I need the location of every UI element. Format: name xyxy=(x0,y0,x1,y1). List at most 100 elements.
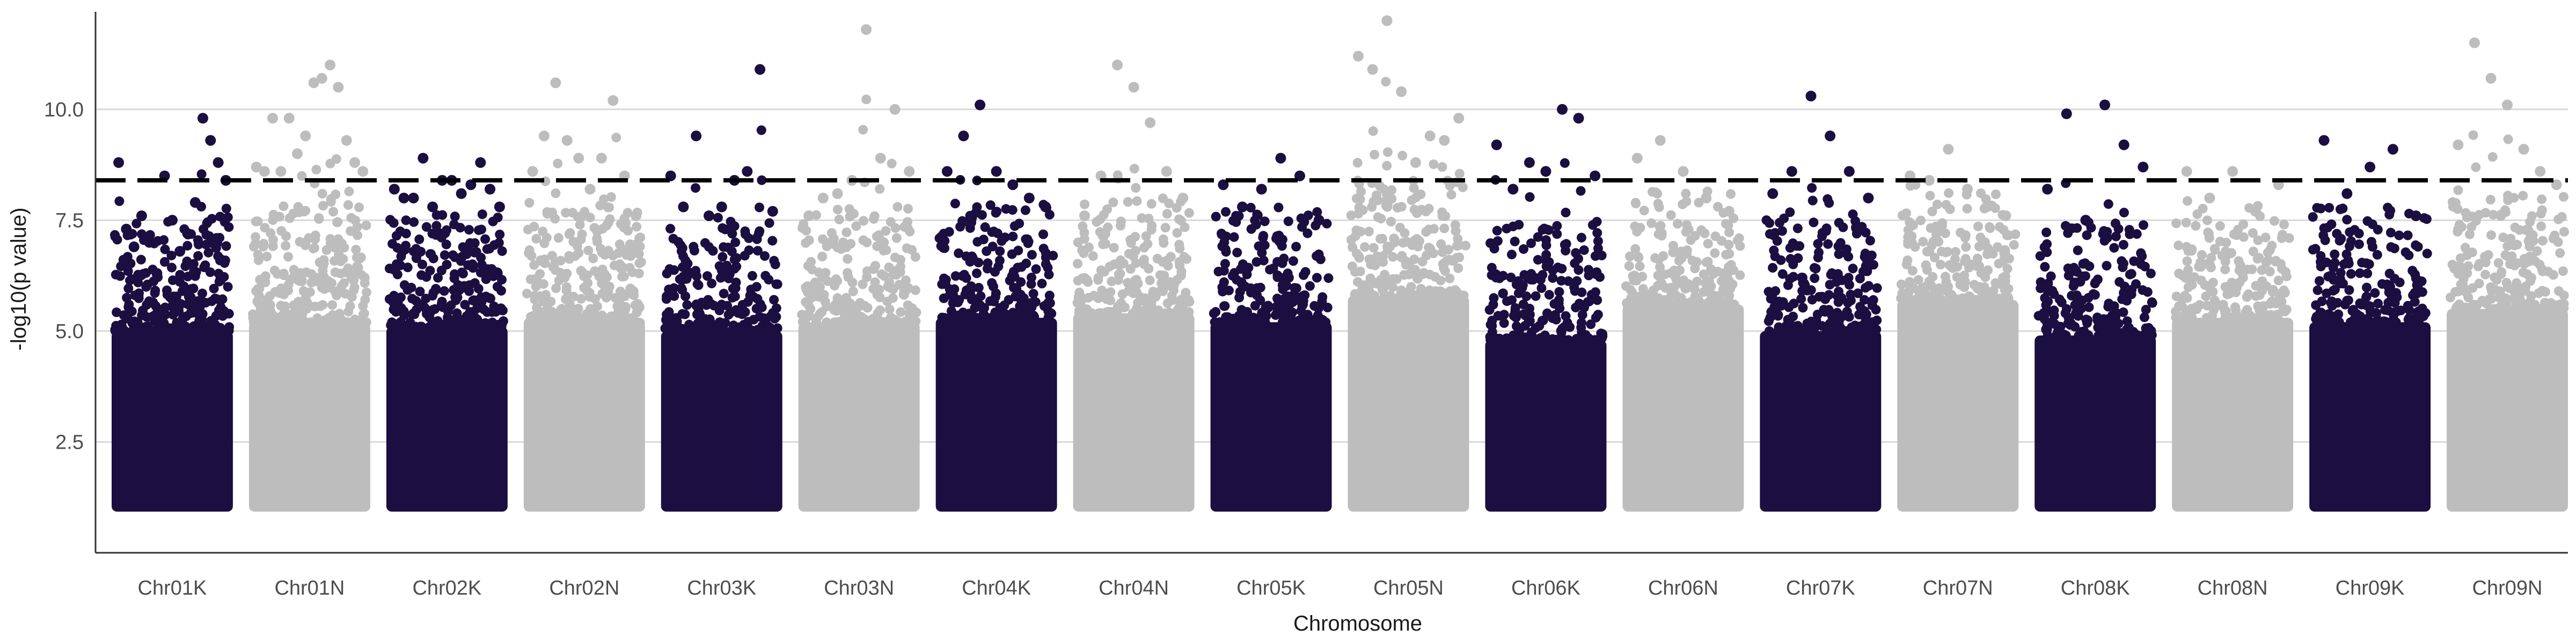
point-cluster-Chr04N xyxy=(1073,313,1195,512)
snp-point xyxy=(981,312,991,323)
snp-point xyxy=(2342,215,2352,225)
snp-point xyxy=(476,292,486,302)
snp-point xyxy=(771,279,781,289)
snp-point xyxy=(136,326,146,336)
snp-point xyxy=(2138,285,2148,295)
snp-point xyxy=(2257,265,2267,275)
snp-point xyxy=(1041,248,1051,258)
snp-point xyxy=(873,317,883,327)
snp-point xyxy=(2273,275,2284,286)
snp-point xyxy=(196,169,207,179)
snp-point xyxy=(356,270,367,280)
snp-point xyxy=(389,290,399,301)
snp-point xyxy=(2518,191,2528,201)
snp-point xyxy=(1961,242,1971,252)
snp-point xyxy=(1116,255,1126,265)
snp-point xyxy=(209,283,219,294)
snp-point xyxy=(1440,266,1450,276)
snp-point xyxy=(858,235,868,245)
snp-point xyxy=(2230,302,2240,312)
snp-point xyxy=(576,266,586,276)
peak-point-Chr09N-2 xyxy=(2485,72,2497,84)
snp-point xyxy=(2182,241,2192,252)
snp-point xyxy=(727,229,737,239)
snp-point xyxy=(2182,256,2192,266)
snp-point xyxy=(1027,250,1037,260)
x-tick-label-Chr03N: Chr03N xyxy=(824,577,894,599)
snp-point xyxy=(1836,293,1847,303)
snp-point xyxy=(2040,262,2050,272)
snp-point xyxy=(2330,249,2340,259)
snp-point xyxy=(1506,250,1517,260)
snp-point xyxy=(1822,326,1832,336)
snp-point xyxy=(1572,276,1582,286)
snp-point xyxy=(391,321,401,332)
snp-point xyxy=(2240,308,2250,318)
snp-point xyxy=(2234,256,2244,266)
snp-point xyxy=(259,301,269,311)
snp-point xyxy=(1429,159,1439,170)
snp-point xyxy=(2242,292,2252,302)
snp-point xyxy=(841,227,852,237)
peak-point-Chr04K-0 xyxy=(941,166,953,177)
peak-point-Chr08K-2 xyxy=(2080,215,2091,226)
snp-point xyxy=(841,292,851,303)
snp-point xyxy=(1865,326,1875,336)
snp-point xyxy=(730,291,740,302)
snp-point xyxy=(961,273,971,283)
snp-point xyxy=(1809,263,1819,273)
snp-point xyxy=(1634,253,1644,262)
peak-point-Chr02K-2 xyxy=(408,193,419,203)
snp-point xyxy=(2260,232,2271,243)
point-cluster-Chr06N xyxy=(1622,304,1744,512)
snp-point xyxy=(2118,240,2128,250)
peak-point-Chr07N-5 xyxy=(2000,210,2011,222)
snp-point xyxy=(1769,245,1779,255)
snp-point xyxy=(995,246,1005,257)
snp-point xyxy=(560,313,570,323)
peak-point-Chr02N-7 xyxy=(608,95,619,106)
snp-point xyxy=(1457,290,1467,301)
snp-point xyxy=(1148,308,1158,318)
snp-point xyxy=(395,226,405,236)
snp-point xyxy=(1838,222,1848,232)
snp-point xyxy=(1514,219,1524,230)
snp-point xyxy=(203,247,214,258)
snp-point xyxy=(1579,245,1589,255)
snp-point xyxy=(955,313,965,323)
snp-point xyxy=(1381,201,1391,211)
snp-point xyxy=(1283,216,1293,226)
snp-point xyxy=(2474,279,2484,289)
snp-point xyxy=(482,244,492,254)
snp-point xyxy=(362,287,371,297)
snp-point xyxy=(1162,209,1172,219)
snp-point xyxy=(1522,335,1532,345)
snp-point xyxy=(1454,169,1465,179)
snp-point xyxy=(406,282,416,292)
snp-point xyxy=(268,235,278,245)
peak-point-Chr01N-7 xyxy=(308,77,319,89)
snp-point xyxy=(160,310,171,320)
peak-point-Chr01K-5 xyxy=(151,268,163,279)
snp-point xyxy=(664,284,674,295)
snp-point xyxy=(1425,269,1435,280)
peak-point-Chr09K-0 xyxy=(2318,135,2330,146)
snp-point xyxy=(1441,256,1451,266)
snp-point xyxy=(1574,265,1584,275)
snp-point xyxy=(1255,295,1265,305)
snp-point xyxy=(1123,197,1133,207)
snp-point xyxy=(1288,256,1298,266)
snp-point xyxy=(2366,317,2376,327)
snp-point xyxy=(2532,246,2542,256)
snp-point xyxy=(219,306,229,316)
x-tick-label-Chr06K: Chr06K xyxy=(1511,577,1580,599)
snp-point xyxy=(409,217,419,227)
snp-point xyxy=(1400,256,1410,266)
snp-point xyxy=(764,218,774,228)
snp-point xyxy=(1396,202,1407,212)
snp-point xyxy=(768,310,778,320)
snp-point xyxy=(1125,264,1136,274)
snp-point xyxy=(449,219,459,230)
snp-point xyxy=(1312,273,1322,283)
